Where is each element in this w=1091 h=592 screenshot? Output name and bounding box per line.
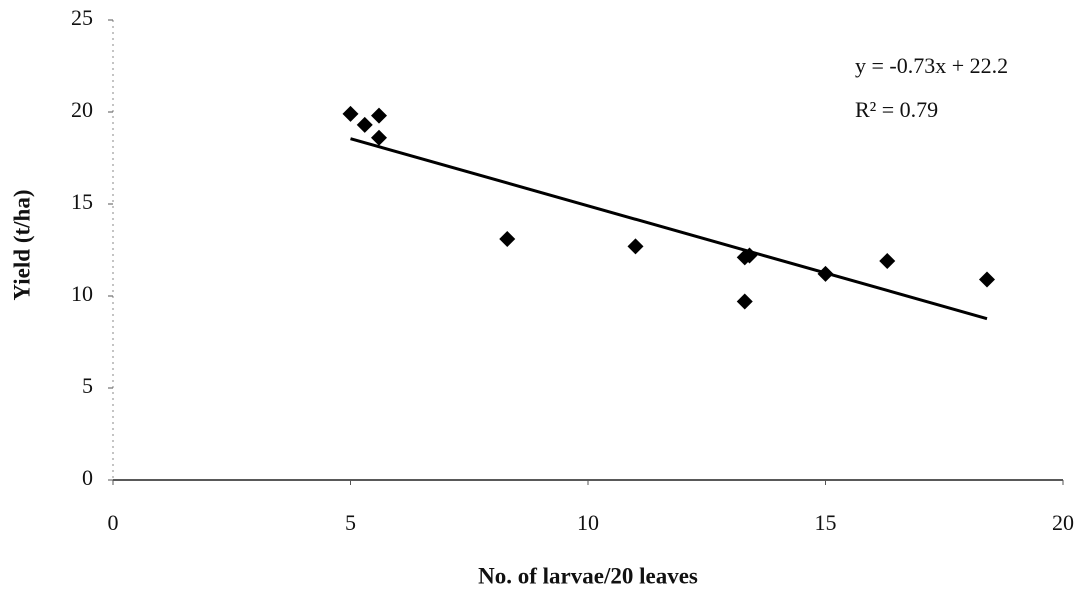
x-tick-label: 20: [1052, 510, 1074, 535]
annotation: R² = 0.79: [855, 97, 938, 122]
trendline: [350, 137, 988, 321]
point: [979, 271, 995, 288]
x-tick-label: 0: [108, 510, 119, 535]
y-tick-label: 25: [71, 5, 93, 30]
point: [741, 247, 758, 264]
point: [627, 238, 644, 255]
point: [356, 116, 373, 133]
y-tick-label: 20: [71, 97, 93, 122]
y-tick-label: 0: [82, 465, 93, 490]
point: [371, 129, 387, 146]
x-tick-label: 5: [345, 510, 356, 535]
y-tick-label: 15: [71, 189, 93, 214]
y-tick-label: 10: [71, 281, 93, 306]
point: [499, 230, 516, 247]
point: [879, 253, 896, 270]
x-tick-label: 10: [577, 510, 599, 535]
point: [371, 107, 387, 124]
y-axis-title: Yield (t/ha): [9, 190, 34, 301]
y-tick-label: 5: [82, 373, 93, 398]
x-axis-title: No. of larvae/20 leaves: [478, 563, 698, 588]
point: [817, 265, 834, 282]
x-tick-label: 15: [815, 510, 837, 535]
point: [342, 105, 359, 122]
point: [736, 293, 753, 310]
annotation: y = -0.73x + 22.2: [855, 53, 1008, 78]
